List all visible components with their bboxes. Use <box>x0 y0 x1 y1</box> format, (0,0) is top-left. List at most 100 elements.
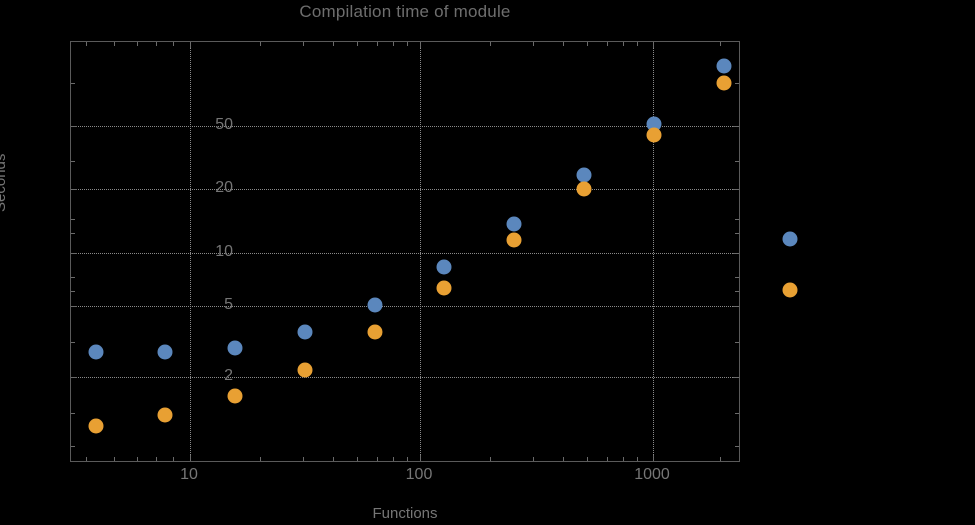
gridline-horizontal <box>71 253 739 254</box>
y-tick-minor <box>735 219 739 220</box>
gridline-horizontal <box>71 377 739 378</box>
x-tick-minor <box>607 42 608 46</box>
data-point-series-a <box>576 167 592 183</box>
y-tick-minor <box>71 233 75 234</box>
y-tick-minor <box>735 413 739 414</box>
x-tick-minor <box>490 457 491 461</box>
y-tick-minor <box>71 446 75 447</box>
y-tick-major <box>733 189 739 190</box>
y-tick-minor <box>735 291 739 292</box>
x-tick-major <box>190 42 191 48</box>
x-tick-minor <box>533 457 534 461</box>
x-tick-minor <box>137 42 138 46</box>
y-tick-label: 2 <box>224 367 233 384</box>
x-tick-major <box>653 42 654 48</box>
x-tick-label: 10 <box>180 466 198 483</box>
data-point-series-b <box>88 418 104 434</box>
y-tick-major <box>733 126 739 127</box>
y-tick-minor <box>735 233 739 234</box>
x-tick-minor <box>720 42 721 46</box>
y-tick-major <box>71 126 77 127</box>
y-tick-label: 50 <box>215 116 233 133</box>
y-tick-minor <box>735 342 739 343</box>
page-title: Compilation time of module <box>299 2 511 21</box>
y-tick-minor <box>71 291 75 292</box>
x-tick-minor <box>333 457 334 461</box>
x-tick-minor <box>156 457 157 461</box>
y-tick-major <box>71 306 77 307</box>
data-point-series-b <box>576 181 592 197</box>
x-tick-minor <box>303 457 304 461</box>
x-tick-minor <box>490 42 491 46</box>
data-point-series-b <box>157 407 173 423</box>
x-tick-minor <box>407 42 408 46</box>
x-tick-minor <box>86 457 87 461</box>
x-tick-minor <box>720 457 721 461</box>
data-point-series-b <box>436 280 452 296</box>
data-point-series-a <box>436 259 452 275</box>
data-point-series-a <box>716 58 732 74</box>
x-tick-minor <box>533 42 534 46</box>
data-point-series-a <box>88 344 104 360</box>
y-tick-label: 10 <box>215 243 233 260</box>
data-point-series-a <box>367 297 383 313</box>
x-tick-minor <box>173 457 174 461</box>
x-axis-title: Functions <box>372 505 438 522</box>
y-tick-minor <box>735 277 739 278</box>
data-point-series-b <box>227 388 243 404</box>
data-point-series-b <box>297 362 313 378</box>
x-tick-minor <box>86 42 87 46</box>
x-tick-minor <box>623 457 624 461</box>
x-tick-minor <box>587 42 588 46</box>
plot-area <box>70 41 740 462</box>
y-tick-minor <box>71 413 75 414</box>
x-tick-label: 1000 <box>634 466 670 483</box>
y-tick-minor <box>71 83 75 84</box>
x-tick-major <box>190 455 191 461</box>
x-tick-minor <box>303 42 304 46</box>
y-tick-major <box>733 253 739 254</box>
x-tick-minor <box>114 42 115 46</box>
x-tick-minor <box>260 457 261 461</box>
x-tick-minor <box>156 42 157 46</box>
gridline-vertical <box>653 42 654 461</box>
y-tick-label: 5 <box>224 296 233 313</box>
data-point-series-b <box>782 282 798 298</box>
gridline-horizontal <box>71 306 739 307</box>
x-tick-minor <box>173 42 174 46</box>
y-tick-major <box>71 253 77 254</box>
x-tick-minor <box>637 42 638 46</box>
x-tick-minor <box>137 457 138 461</box>
y-tick-minor <box>735 161 739 162</box>
x-tick-label: 100 <box>405 466 433 483</box>
x-tick-minor <box>114 457 115 461</box>
gridline-horizontal <box>71 126 739 127</box>
y-tick-minor <box>71 342 75 343</box>
x-tick-major <box>420 42 421 48</box>
y-tick-major <box>733 377 739 378</box>
y-tick-minor <box>71 219 75 220</box>
gridline-horizontal <box>71 189 739 190</box>
data-point-series-b <box>506 232 522 248</box>
y-tick-major <box>733 306 739 307</box>
data-point-series-b <box>646 127 662 143</box>
gridline-vertical <box>420 42 421 461</box>
data-point-series-b <box>367 324 383 340</box>
x-tick-minor <box>563 457 564 461</box>
data-point-series-a <box>782 231 798 247</box>
x-tick-minor <box>623 42 624 46</box>
x-tick-major <box>420 455 421 461</box>
data-point-series-a <box>227 340 243 356</box>
y-tick-minor <box>735 83 739 84</box>
x-tick-minor <box>563 42 564 46</box>
data-point-series-a <box>506 216 522 232</box>
x-tick-minor <box>260 42 261 46</box>
x-tick-minor <box>393 42 394 46</box>
data-point-series-b <box>716 75 732 91</box>
gridline-vertical <box>190 42 191 461</box>
x-tick-minor <box>393 457 394 461</box>
x-tick-minor <box>357 42 358 46</box>
x-tick-minor <box>357 457 358 461</box>
y-tick-label: 20 <box>215 179 233 196</box>
